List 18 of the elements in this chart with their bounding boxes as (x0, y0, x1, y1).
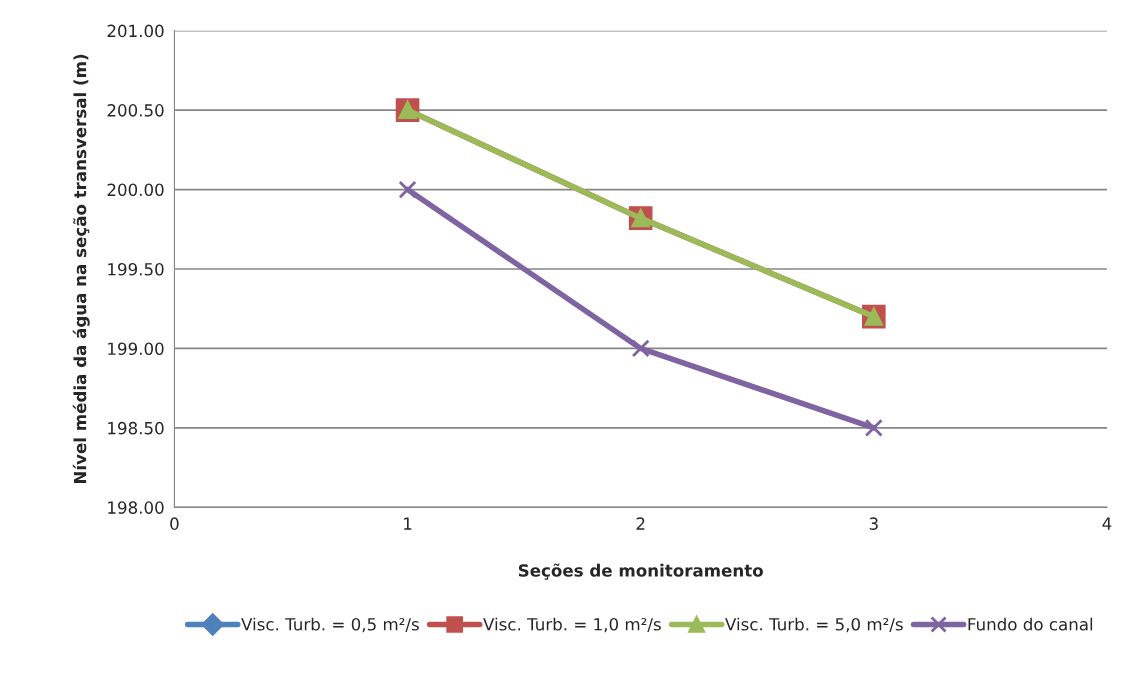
y-tick-label: 198.00 (108, 501, 164, 514)
y-axis-title: Nível média da água na seção transversal (m) (72, 54, 90, 484)
legend-label: Visc. Turb. = 0,5 m²/s (241, 617, 419, 633)
y-tick-label: 201.00 (107, 24, 164, 38)
y-tick-label: 199.00 (108, 342, 164, 356)
x-tick-label: 4 (1102, 517, 1112, 530)
x-tick-label: 1 (404, 517, 412, 530)
x-tick-label: 2 (636, 517, 645, 530)
x-axis-title: Seções de monitoramento (518, 563, 763, 580)
legend-label: Fundo do canal (968, 617, 1093, 631)
x-tick-label: 0 (170, 517, 179, 530)
y-tick-label: 200.00 (107, 183, 164, 197)
x-tick-label: 3 (869, 517, 878, 530)
legend-label: Visc. Turb. = 1,0 m²/s (483, 617, 661, 633)
y-tick-label: 199.50 (108, 262, 164, 276)
y-tick-label: 200.50 (107, 104, 164, 117)
legend-label: Visc. Turb. = 5,0 m²/s (725, 617, 903, 633)
y-tick-label: 198.50 (108, 421, 164, 435)
